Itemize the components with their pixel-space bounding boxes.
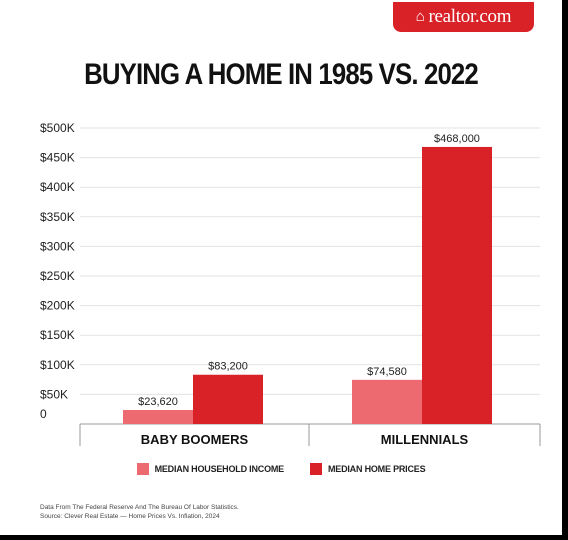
legend-swatch-income [136, 463, 149, 475]
y-tick-label: $250K [40, 269, 75, 283]
y-tick-label: $450K [40, 151, 75, 165]
y-tick-label: $350K [40, 210, 75, 224]
legend-item-prices: MEDIAN HOME PRICES [309, 463, 426, 475]
category-label: MILLENNIALS [381, 432, 469, 447]
y-tick-label: 0 [40, 407, 47, 421]
legend-swatch-prices [309, 463, 322, 475]
source-line-2: Source: Clever Real Estate — Home Prices… [40, 513, 220, 520]
source-line-1: Data From The Federal Reserve And The Bu… [40, 504, 239, 511]
realtor-logo[interactable]: ⌂ realtor.com [393, 2, 534, 32]
category-label: BABY BOOMERS [141, 432, 249, 447]
data-label: $468,000 [434, 133, 480, 145]
y-tick-label: $200K [40, 299, 75, 313]
logo-text: realtor.com [428, 6, 512, 27]
data-label: $74,580 [367, 366, 407, 378]
y-tick-label: $150K [40, 328, 75, 342]
y-tick-label: $50K [40, 387, 68, 401]
y-tick-label: $400K [40, 180, 75, 194]
y-tick-label: $100K [40, 358, 75, 372]
y-tick-label: $500K [40, 121, 75, 135]
house-icon: ⌂ [415, 8, 425, 25]
bar [422, 146, 492, 424]
y-tick-label: $300K [40, 239, 75, 253]
chart-legend: MEDIAN HOUSEHOLD INCOME MEDIAN HOME PRIC… [0, 463, 562, 475]
legend-item-income: MEDIAN HOUSEHOLD INCOME [136, 463, 285, 475]
legend-label-prices: MEDIAN HOME PRICES [327, 464, 426, 474]
data-label: $23,620 [138, 396, 178, 408]
bar [193, 374, 263, 424]
chart-title: BUYING A HOME IN 1985 VS. 2022 [84, 58, 479, 91]
source-note: Data From The Federal Reserve And The Bu… [40, 503, 239, 521]
bar [352, 379, 422, 424]
legend-label-income: MEDIAN HOUSEHOLD INCOME [154, 464, 285, 474]
data-label: $83,200 [208, 361, 248, 373]
bar [123, 410, 193, 424]
